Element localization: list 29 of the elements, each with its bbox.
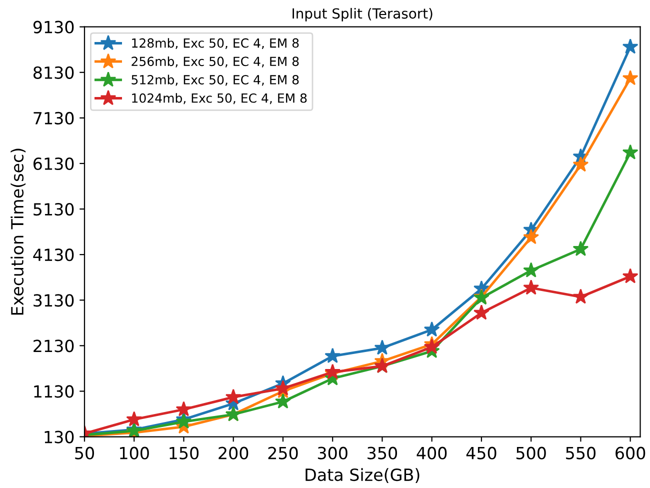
legend-label: 1024mb, Exc 50, EC 4, EM 8	[132, 93, 307, 104]
legend-label: 256mb, Exc 50, EC 4, EM 8	[132, 56, 299, 68]
legend-label: 512mb, Exc 50, EC 4, EM 8	[132, 74, 299, 86]
y-tick-label: 4130	[33, 248, 74, 262]
x-tick-label: 100	[120, 446, 149, 460]
y-tick-label: 1130	[34, 385, 74, 398]
chart-title: Input Split (Terasort)	[292, 8, 432, 22]
y-tick-label: 8130	[33, 66, 74, 79]
y-tick-label: 6130	[34, 157, 74, 170]
x-tick-label: 350	[368, 446, 398, 460]
x-tick-label: 450	[466, 446, 496, 460]
x-tick-label: 500	[516, 446, 546, 460]
y-tick-label: 130	[44, 430, 74, 444]
x-tick-label: 600	[616, 446, 646, 460]
y-axis-title: Execution Time(sec)	[10, 148, 26, 315]
x-tick-label: 550	[566, 446, 596, 460]
x-axis-title: Data Size(GB)	[306, 468, 420, 484]
x-tick-label: 400	[416, 446, 447, 460]
x-tick-label: 50	[75, 446, 94, 460]
y-tick-label: 3130	[34, 294, 74, 307]
y-tick-label: 2130	[34, 340, 74, 352]
y-tick-label: 7130	[34, 112, 74, 124]
legend-label: 128mb, Exc 50, EC 4, EM 8	[132, 38, 299, 50]
x-tick-label: 250	[268, 446, 298, 460]
y-tick-label: 9130	[33, 20, 74, 34]
x-tick-label: 150	[170, 446, 199, 460]
x-tick-label: 200	[218, 446, 248, 460]
x-tick-label: 300	[318, 446, 348, 460]
y-tick-label: 5130	[34, 202, 74, 216]
